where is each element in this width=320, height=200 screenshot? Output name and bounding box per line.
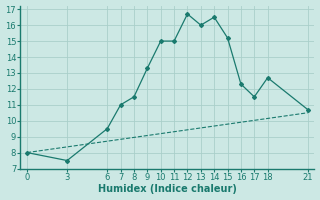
X-axis label: Humidex (Indice chaleur): Humidex (Indice chaleur) (98, 184, 237, 194)
